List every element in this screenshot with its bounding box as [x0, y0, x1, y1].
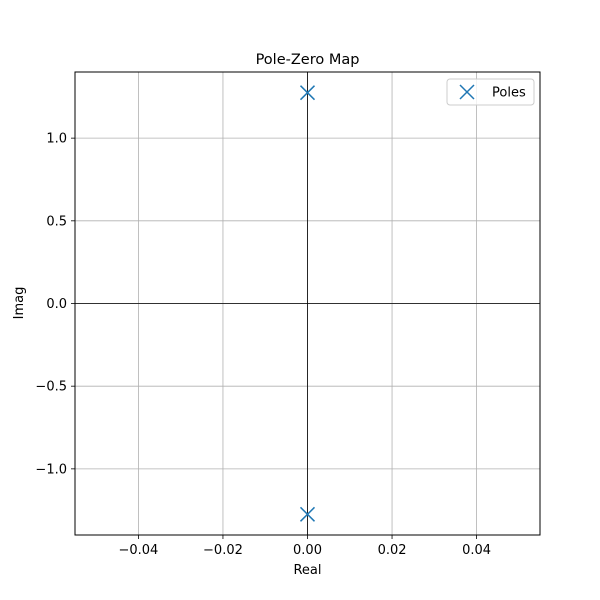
legend-marker: [459, 84, 475, 100]
x-axis-label: Real: [293, 563, 321, 578]
x-tick-label: 0.02: [378, 543, 407, 558]
y-tick-label: 1.0: [46, 132, 67, 147]
x-tick-label: 0.00: [293, 543, 322, 558]
chart-title: Pole-Zero Map: [256, 52, 360, 68]
x-tick-label: −0.02: [203, 543, 243, 558]
y-axis-label: Imag: [12, 287, 27, 320]
y-tick-label: 0.0: [46, 297, 67, 312]
legend-label: Poles: [492, 86, 526, 101]
x-tick-label: 0.04: [462, 543, 491, 558]
y-tick-label: −0.5: [35, 380, 67, 395]
plot-area: −0.04 −0.02 0.00 0.02 0.04 −1.0 −0.5 0.0 0.5 1.0 P…: [35, 71, 541, 558]
pole-marker: [299, 85, 316, 101]
y-tick-label: 0.5: [46, 214, 67, 229]
y-tick-label: −1.0: [35, 462, 67, 477]
legend-box: [446, 78, 535, 106]
pole-marker: [299, 506, 316, 522]
x-tick-label: −0.04: [118, 543, 158, 558]
